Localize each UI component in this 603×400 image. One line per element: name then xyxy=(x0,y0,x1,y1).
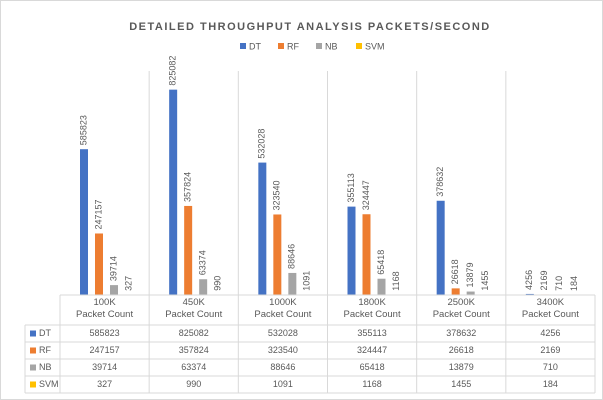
value-label: 1455 xyxy=(480,271,490,291)
table-value: 1168 xyxy=(362,379,381,389)
legend-key xyxy=(30,347,36,354)
value-label: 1091 xyxy=(302,271,312,291)
legend-label: DT xyxy=(249,41,261,51)
value-label: 184 xyxy=(569,276,579,291)
legend-label: SVM xyxy=(365,41,385,51)
value-label: 39714 xyxy=(108,256,118,281)
bar xyxy=(258,162,267,295)
category-label: 450K Packet Count xyxy=(165,297,223,320)
table-value: 825082 xyxy=(179,328,209,338)
bar xyxy=(362,214,371,295)
table-value: 323540 xyxy=(268,345,298,355)
row-label: NB xyxy=(39,362,52,372)
legend-label: RF xyxy=(287,41,299,51)
table-value: 355113 xyxy=(357,328,386,338)
legend-label: NB xyxy=(325,41,338,51)
value-label: 357824 xyxy=(183,172,193,202)
category-label: 3400K Packet Count xyxy=(521,297,579,320)
value-label: 378632 xyxy=(435,167,445,197)
value-label: 825082 xyxy=(168,56,178,86)
value-label: 247157 xyxy=(93,199,103,229)
table-value: 990 xyxy=(186,379,201,389)
value-label: 324447 xyxy=(361,180,371,210)
legend-key xyxy=(30,381,36,388)
row-label: SVM xyxy=(39,379,59,389)
value-label: 327 xyxy=(123,276,133,291)
table-value: 65418 xyxy=(360,362,385,372)
chart-title: DETAILED THROUGHPUT ANALYSIS PACKETS/SEC… xyxy=(129,21,491,33)
value-label: 26618 xyxy=(450,259,460,284)
bar xyxy=(80,149,88,295)
table-value: 1091 xyxy=(273,379,293,389)
value-label: 63374 xyxy=(198,250,208,275)
legend-swatch xyxy=(316,43,322,49)
bar xyxy=(288,272,297,295)
table-value: 532028 xyxy=(268,328,298,338)
table-value: 378632 xyxy=(446,328,476,338)
bar xyxy=(377,278,386,295)
value-label: 710 xyxy=(554,276,564,291)
table-value: 710 xyxy=(543,362,558,372)
value-label: 88646 xyxy=(287,244,297,269)
bar xyxy=(95,233,103,295)
bar xyxy=(169,89,178,295)
bar xyxy=(525,293,534,295)
legend-swatch xyxy=(356,43,362,49)
table-value: 88646 xyxy=(270,362,295,372)
value-label: 65418 xyxy=(376,250,386,275)
value-label: 1168 xyxy=(391,271,401,290)
table-value: 247157 xyxy=(90,345,120,355)
value-label: 13879 xyxy=(465,263,475,288)
bar xyxy=(184,205,193,295)
category-label: 1800K Packet Count xyxy=(343,297,401,320)
table-value: 26618 xyxy=(449,345,474,355)
table-value: 585823 xyxy=(90,328,120,338)
table-value: 1455 xyxy=(451,379,471,389)
value-label: 990 xyxy=(213,276,223,291)
bar xyxy=(199,279,208,295)
category-label: 100K Packet Count xyxy=(76,297,134,320)
value-label: 323540 xyxy=(272,180,282,210)
bar xyxy=(436,200,445,295)
table-value: 2169 xyxy=(540,345,560,355)
bar xyxy=(273,214,282,295)
table-value: 324447 xyxy=(357,345,387,355)
table-value: 4256 xyxy=(540,328,560,338)
table-value: 63374 xyxy=(181,362,206,372)
legend-swatch xyxy=(278,43,284,49)
legend-key xyxy=(30,330,36,337)
table-value: 184 xyxy=(543,379,558,389)
legend-key xyxy=(30,364,36,371)
row-label: RF xyxy=(39,345,51,355)
value-label: 585823 xyxy=(78,115,88,145)
table-value: 327 xyxy=(97,379,112,389)
table-value: 39714 xyxy=(92,362,117,372)
category-label: 1000K Packet Count xyxy=(254,297,312,320)
value-label: 355113 xyxy=(346,173,356,202)
bar xyxy=(110,285,118,295)
row-label: DT xyxy=(39,328,51,338)
bar xyxy=(451,288,460,295)
bar xyxy=(466,291,475,295)
value-label: 4256 xyxy=(524,270,534,290)
value-label: 2169 xyxy=(539,270,549,290)
legend-swatch xyxy=(240,43,246,49)
category-label: 2500K Packet Count xyxy=(432,297,490,320)
table-value: 13879 xyxy=(449,362,474,372)
value-label: 532028 xyxy=(257,129,267,159)
bar xyxy=(347,206,356,295)
table-value: 357824 xyxy=(179,345,209,355)
